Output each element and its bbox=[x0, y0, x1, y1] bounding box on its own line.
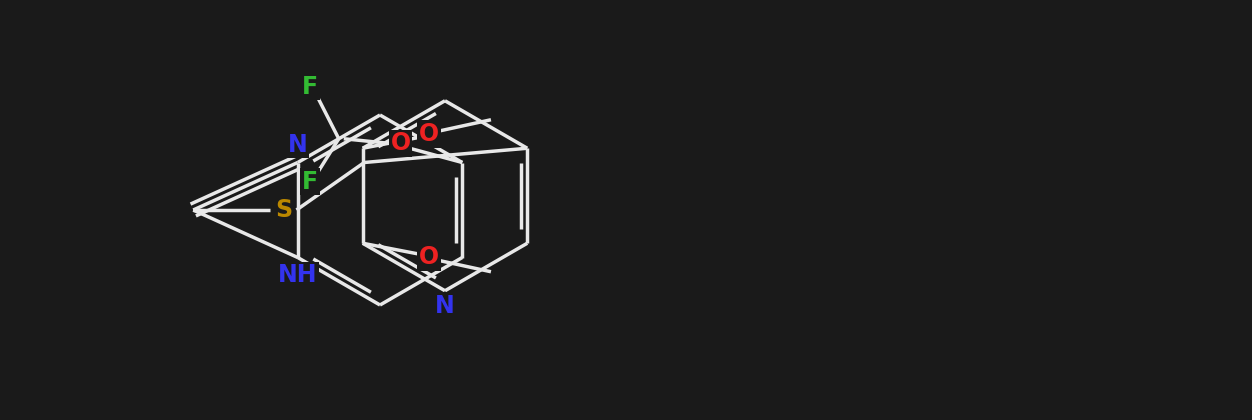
Text: O: O bbox=[419, 122, 439, 146]
Text: O: O bbox=[391, 131, 411, 155]
Text: NH: NH bbox=[278, 263, 318, 288]
Text: S: S bbox=[275, 198, 292, 222]
Text: N: N bbox=[288, 132, 308, 157]
Text: F: F bbox=[302, 74, 318, 99]
Text: F: F bbox=[302, 170, 318, 194]
Text: N: N bbox=[436, 294, 454, 318]
Text: O: O bbox=[419, 246, 439, 270]
